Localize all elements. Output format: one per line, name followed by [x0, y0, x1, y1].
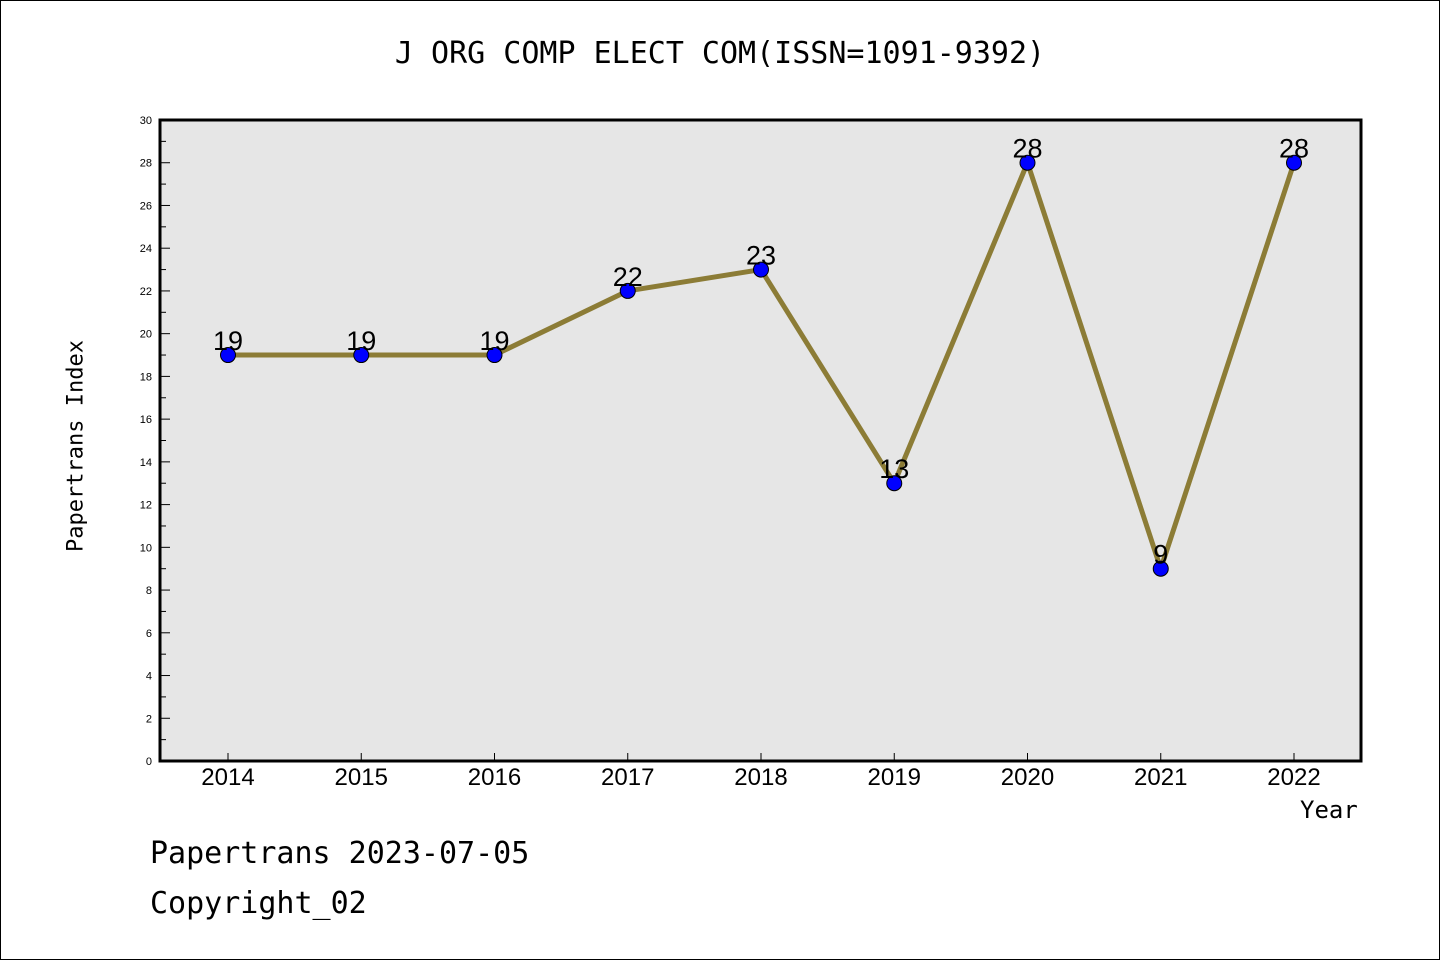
- data-label: 22: [613, 262, 643, 292]
- data-label: 19: [346, 326, 376, 356]
- y-tick-label: 16: [140, 414, 152, 426]
- y-tick-label: 6: [146, 628, 152, 640]
- y-tick-label: 12: [140, 500, 152, 512]
- y-tick-label: 22: [140, 286, 152, 298]
- series-layer: 19 19 19 22 23 13 28 9 28: [213, 134, 1309, 577]
- x-axis: 2014 2015 2016 2017 2018 2019 2020 2021 2022: [201, 753, 1321, 791]
- x-tick-label: 2022: [1267, 764, 1320, 791]
- x-tick-label: 2016: [468, 764, 521, 791]
- x-tick-label: 2020: [1001, 764, 1054, 791]
- data-point: [619, 282, 636, 299]
- y-tick-label: 18: [140, 371, 152, 383]
- data-label: 28: [1012, 134, 1042, 164]
- y-axis-label: Papertrans Index: [63, 340, 89, 552]
- footer-date: Papertrans 2023-07-05: [150, 836, 530, 871]
- y-tick-label: 26: [140, 200, 152, 212]
- y-tick-label: 24: [140, 243, 152, 255]
- data-point: [220, 347, 236, 364]
- x-tick-label: 2014: [201, 764, 254, 791]
- y-tick-label: 30: [140, 115, 152, 127]
- x-tick-label: 2019: [868, 764, 921, 791]
- footer-copyright: Copyright_02: [150, 886, 367, 921]
- data-point: [1152, 560, 1169, 577]
- plot-border: [158, 118, 1363, 763]
- data-point: [753, 261, 769, 278]
- y-tick-label: 14: [140, 457, 152, 469]
- data-label: 13: [879, 454, 909, 484]
- x-tick-label: 2017: [601, 764, 654, 791]
- y-tick-label: 0: [146, 756, 152, 768]
- data-label: 28: [1279, 134, 1309, 164]
- y-tick-label: 28: [140, 158, 152, 170]
- x-tick-label: 2021: [1134, 764, 1187, 791]
- y-tick-label: 8: [146, 585, 152, 597]
- x-tick-label: 2015: [335, 764, 388, 791]
- y-tick-label: 2: [146, 713, 152, 725]
- data-label: 23: [746, 241, 776, 271]
- x-axis-label: Year: [1300, 796, 1358, 824]
- data-point: [353, 347, 370, 364]
- data-point: [886, 475, 903, 492]
- data-point: [486, 347, 503, 364]
- data-label: 19: [213, 326, 243, 356]
- data-label: 9: [1153, 540, 1168, 570]
- data-point: [1019, 154, 1036, 171]
- y-tick-label: 20: [140, 329, 152, 341]
- y-tick-label: 4: [146, 671, 152, 683]
- x-tick-label: 2018: [734, 764, 787, 791]
- plot-area: [160, 120, 1361, 761]
- data-label: 19: [479, 326, 509, 356]
- chart-title: J ORG COMP ELECT COM(ISSN=1091-9392): [394, 36, 1046, 71]
- data-point: [1286, 154, 1302, 171]
- y-tick-label: 10: [140, 542, 152, 554]
